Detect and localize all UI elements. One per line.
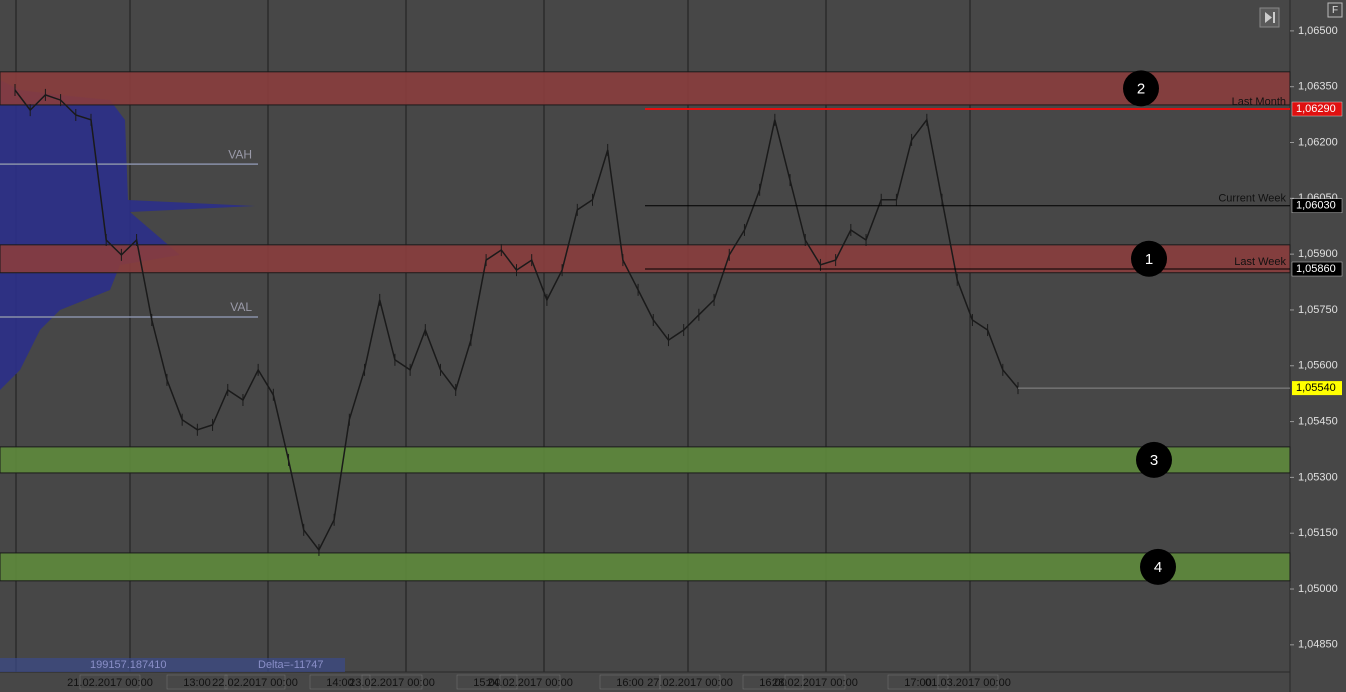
level-name: Last Week [1234, 256, 1286, 268]
x-tick-label: 21.02.2017 00:00 [67, 677, 153, 689]
x-tick-label: 13:00 [183, 677, 211, 689]
footer-bar [0, 658, 345, 672]
x-label-box [499, 674, 561, 690]
zone-marker [1123, 70, 1159, 107]
x-label-box [79, 674, 141, 690]
y-tick-label: 1,05750 [1298, 304, 1338, 316]
zone [0, 446, 1291, 474]
x-label-box [659, 674, 721, 690]
zone-marker-label: 2 [1137, 80, 1145, 97]
price-tag-label: 1,06290 [1296, 103, 1336, 115]
x-tick-label: 14:00 [326, 677, 354, 689]
y-tick-label: 1,05300 [1298, 471, 1338, 483]
price-tag [1291, 101, 1343, 117]
zone-marker-label: 3 [1150, 452, 1158, 469]
x-tick-label: 24.02.2017 00:00 [487, 677, 573, 689]
zone [0, 552, 1291, 582]
zone [0, 244, 1291, 274]
x-label-box [166, 674, 228, 690]
x-tick-label: 28.02.2017 00:00 [772, 677, 858, 689]
y-tick-label: 1,04850 [1298, 639, 1338, 651]
x-label-box [887, 674, 949, 690]
level-name: Last Month [1232, 96, 1286, 108]
nav-icon [1265, 12, 1275, 23]
y-tick-label: 1,05900 [1298, 248, 1338, 260]
zone-marker [1140, 548, 1176, 585]
x-label-box [361, 674, 423, 690]
profile-label: VAH [228, 147, 252, 161]
x-label-box [742, 674, 804, 690]
volume-profile [0, 80, 255, 390]
x-tick-label: 15:00 [473, 677, 501, 689]
x-label-box [456, 674, 518, 690]
zone-marker-label: 4 [1154, 559, 1162, 576]
profile-label: VAL [230, 300, 252, 314]
y-tick-label: 1,06200 [1298, 136, 1338, 148]
zone-marker-label: 1 [1145, 251, 1153, 268]
y-tick-label: 1,06500 [1298, 25, 1338, 37]
x-tick-label: 17:00 [904, 677, 932, 689]
x-tick-label: 22.02.2017 00:00 [212, 677, 298, 689]
price-tag [1291, 198, 1343, 214]
y-tick-label: 1,05000 [1298, 583, 1338, 595]
x-label-box [224, 674, 286, 690]
x-tick-label: 16:00 [759, 677, 787, 689]
x-tick-label: 23.02.2017 00:00 [349, 677, 435, 689]
f-button-label: F [1332, 5, 1338, 16]
y-tick-label: 1,05450 [1298, 415, 1338, 427]
y-tick-label: 1,05600 [1298, 360, 1338, 372]
last-price-tag [1292, 381, 1342, 396]
x-label-box [937, 674, 999, 690]
footer-volume: 199157.187410 [90, 659, 166, 671]
price-tag-label: 1,05860 [1296, 263, 1336, 275]
price-tag-label: 1,06030 [1296, 200, 1336, 212]
x-tick-label: 16:00 [616, 677, 644, 689]
level-name: Current Week [1218, 193, 1286, 205]
price-tag [1291, 261, 1343, 277]
last-price-label: 1,05540 [1296, 382, 1336, 394]
zone-marker [1136, 441, 1172, 478]
footer-delta: Delta=-11747 [258, 659, 324, 671]
zone [0, 71, 1291, 106]
x-label-box [784, 674, 846, 690]
y-tick-label: 1,06350 [1298, 81, 1338, 93]
f-button[interactable] [1327, 2, 1343, 18]
y-tick-label: 1,05150 [1298, 527, 1338, 539]
x-label-box [309, 674, 371, 690]
x-tick-label: 01.03.2017 00:00 [925, 677, 1011, 689]
zone-marker [1131, 240, 1167, 277]
x-tick-label: 27.02.2017 00:00 [647, 677, 733, 689]
